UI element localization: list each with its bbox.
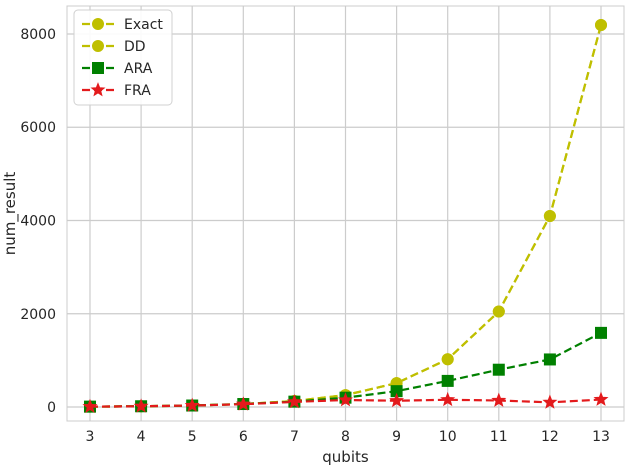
y-tick-label: 2000 [20,307,56,323]
x-tick-label: 11 [490,429,508,445]
legend-entry-ara: ARA [82,61,153,77]
x-tick-label: 7 [290,429,299,445]
data-point-fra [338,392,353,407]
legend-label: Exact [124,17,163,33]
y-tick-label: 8000 [20,27,56,43]
legend-marker [92,40,104,52]
x-tick-label: 5 [188,429,197,445]
series-layer [82,19,609,414]
data-point-dd [492,305,505,318]
y-axis-label: num_result [1,172,20,256]
x-tick-label: 4 [137,429,146,445]
x-tick-label: 6 [239,429,248,445]
legend-entry-dd: DD [82,39,146,55]
x-tick-label: 3 [86,429,95,445]
data-point-fra [593,391,609,406]
x-tick-label: 9 [392,429,401,445]
data-point-fra [286,393,302,409]
y-tick-labels: 0 2000 4000 6000 8000 [20,27,56,416]
x-tick-label: 13 [592,429,610,445]
grid [67,6,624,421]
series-fra [82,391,609,414]
data-point-ara [595,326,608,339]
legend-label: FRA [124,83,151,99]
data-point-ara [492,363,505,376]
y-tick-label: 6000 [20,120,56,136]
x-axis-label: qubits [322,448,369,466]
legend-marker [90,82,106,97]
x-tick-labels: 3 4 5 6 7 8 9 10 11 12 13 [86,429,610,445]
data-point-ara [543,353,556,366]
x-tick-label: 10 [439,429,457,445]
legend-marker [92,18,104,30]
legend-box [73,9,173,106]
data-point-fra [184,397,200,412]
y-tick-label: 4000 [20,213,56,229]
x-tick-label: 12 [541,429,559,445]
legend-items: Exact DD ARA FRA [82,17,163,99]
data-point-fra [235,396,251,411]
plot-frame [66,5,625,422]
legend-entry-fra: FRA [82,82,151,99]
data-point-fra [491,392,507,407]
legend-label: DD [124,39,146,55]
legend-entry-exact: Exact [82,17,163,33]
data-point-fra [542,394,558,409]
data-point-fra [133,398,149,413]
data-point-dd [595,19,608,32]
legend-marker [92,62,104,74]
x-tick-label: 8 [341,429,350,445]
data-point-fra [82,398,98,414]
data-point-fra [389,392,405,408]
y-tick-label: 0 [47,400,56,416]
legend: Exact DD ARA FRA [73,9,173,106]
data-point-dd [441,353,454,366]
legend-label: ARA [124,61,153,77]
data-point-ara [441,374,454,387]
data-point-fra [440,391,456,407]
data-point-dd [543,210,556,223]
